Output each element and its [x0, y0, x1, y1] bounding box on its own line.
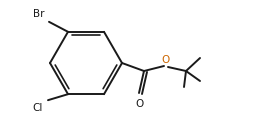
Text: O: O: [161, 55, 169, 65]
Text: Br: Br: [34, 9, 45, 19]
Text: O: O: [135, 99, 143, 109]
Text: Cl: Cl: [32, 103, 43, 113]
